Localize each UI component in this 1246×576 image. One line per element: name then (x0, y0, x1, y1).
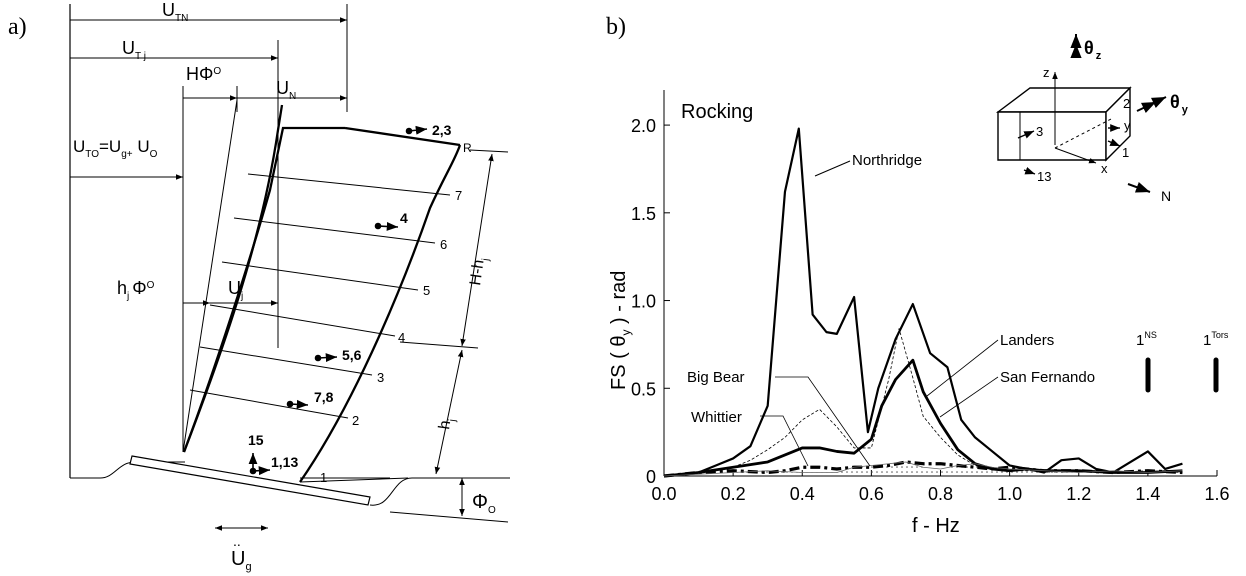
y-tick-label: 1.5 (631, 204, 656, 224)
whittier-label: Whittier (691, 409, 742, 426)
ns-mode-label: 1NS (1136, 330, 1157, 349)
san-fernando-label: San Fernando (1000, 369, 1095, 386)
x-tick-label: 0.8 (928, 484, 953, 504)
svg-text:θy: θy (1170, 92, 1189, 116)
hphi-label: HΦO (186, 64, 221, 84)
series-big-bear (663, 328, 1183, 477)
utn-label: UTN (162, 0, 188, 24)
un-label: UN (276, 78, 296, 102)
y-tick-label: 0 (646, 467, 656, 487)
landers-label: Landers (1000, 332, 1054, 349)
h-minus-hj-arrow (460, 153, 494, 347)
uto-label: UTO=Ug+ UO (73, 137, 158, 160)
hj-arrow (434, 349, 464, 475)
x-tick-label: 1.0 (997, 484, 1022, 504)
panel-a: a) UTN UT j HΦO UN UTO=Ug+ UO hj ΦO Uj (8, 0, 510, 573)
big-bear-label: Big Bear (687, 369, 745, 386)
svg-text:2: 2 (1123, 96, 1130, 111)
x-tick-label: 0.2 (721, 484, 746, 504)
x-tick-label: 0.4 (790, 484, 815, 504)
series-whittier (663, 461, 1183, 477)
northridge-label: Northridge (852, 152, 922, 169)
x-tick-label: 1.4 (1135, 484, 1160, 504)
phi0-label: ΦO (472, 491, 496, 516)
panel-a-label: a) (8, 14, 27, 40)
san-fernando-area (664, 461, 1183, 476)
panel-b-label: b) (606, 14, 626, 40)
svg-text:3: 3 (1036, 124, 1043, 139)
x-tick-label: 0.6 (859, 484, 884, 504)
sensor-arrows (248, 125, 428, 476)
rigid-rotation-line (182, 99, 238, 453)
y-tick-label: 2.0 (631, 116, 656, 136)
svg-text:x: x (1101, 161, 1108, 176)
svg-text:θz: θz (1084, 38, 1102, 62)
series-northridge (663, 127, 1183, 478)
ground-right (369, 477, 510, 506)
channel-15: 15 (248, 432, 264, 448)
tors-mode-label: 1Tors (1203, 330, 1229, 349)
svg-text:y: y (1124, 118, 1131, 133)
ug-label: Ug (231, 548, 252, 573)
floor-lines (189, 173, 451, 419)
svg-text:N: N (1161, 188, 1171, 204)
series-layer (663, 127, 1183, 478)
y-ticks: 0 0.5 1.0 1.5 2.0 (631, 116, 670, 487)
channel-2-3: 2,3 (432, 122, 452, 138)
utj-label: UT j (122, 38, 146, 62)
floor-2: 2 (352, 413, 359, 428)
x-axis-title: f - Hz (912, 515, 960, 537)
floor-4: 4 (398, 330, 405, 345)
floor-3: 3 (377, 370, 384, 385)
h-minus-hj-label: H-hj (467, 256, 492, 287)
x-tick-label: 1.2 (1066, 484, 1091, 504)
floor-r: R (463, 141, 472, 155)
channel-5-6: 5,6 (342, 347, 362, 363)
floor-7: 7 (455, 188, 462, 203)
building-right-edge (299, 144, 462, 483)
rocking-label: Rocking (681, 101, 753, 123)
channel-4: 4 (400, 210, 408, 226)
svg-text:13: 13 (1037, 169, 1051, 184)
roof-line (344, 126, 461, 147)
floor-6: 6 (440, 237, 447, 252)
floor-5: 5 (423, 283, 430, 298)
x-tick-label: 0.0 (651, 484, 676, 504)
foundation-slab (129, 455, 371, 506)
hjphi-label: hj ΦO (117, 278, 155, 302)
x-ticks: 0.0 0.2 0.4 0.6 0.8 1.0 1.2 1.4 1.6 (651, 470, 1230, 504)
y-tick-label: 0.5 (631, 379, 656, 399)
channel-7-8: 7,8 (314, 389, 334, 405)
panel-b: b) 0.0 0.2 0.4 0.6 0.8 1.0 1.2 1.4 1.6 0 0.5 1.0 1.… (606, 14, 1230, 537)
channel-1-13: 1,13 (271, 454, 298, 470)
x-tick-label: 1.6 (1204, 484, 1229, 504)
svg-text:1: 1 (1122, 145, 1129, 160)
svg-text:z: z (1043, 65, 1050, 80)
ug-dots: .. (233, 533, 241, 549)
hj-label: hj (436, 417, 458, 431)
y-tick-label: 1.0 (631, 292, 656, 312)
y-axis-title: FS ( θy ) - rad (608, 271, 633, 390)
